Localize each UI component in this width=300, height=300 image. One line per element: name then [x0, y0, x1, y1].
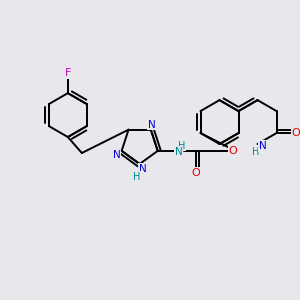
Text: N: N: [175, 147, 182, 157]
Text: O: O: [228, 146, 237, 156]
Text: N: N: [113, 150, 121, 160]
Text: H: H: [178, 141, 185, 151]
Text: O: O: [191, 168, 200, 178]
Text: O: O: [291, 128, 300, 138]
Text: H: H: [133, 172, 140, 182]
Text: N: N: [259, 141, 266, 151]
Text: H: H: [252, 147, 259, 157]
Text: N: N: [148, 120, 156, 130]
Text: F: F: [65, 68, 71, 78]
Text: N: N: [139, 164, 147, 174]
